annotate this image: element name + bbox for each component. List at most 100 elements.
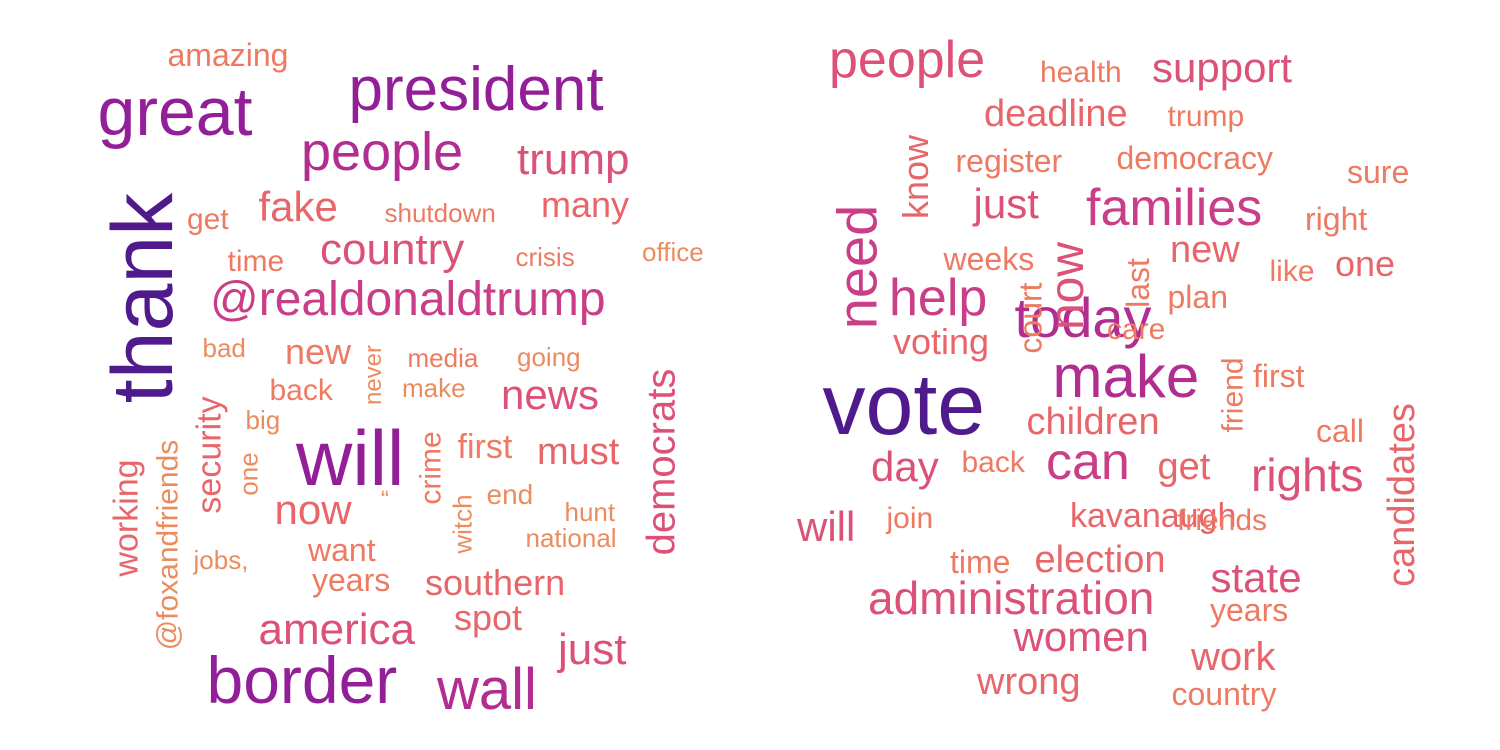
- word-left-want: want: [308, 532, 376, 568]
- word-right-help: help: [889, 269, 988, 327]
- word-right-candidates: candidates: [1380, 403, 1423, 587]
- word-left-country: country: [320, 225, 465, 274]
- word-right-now: now: [1041, 241, 1095, 331]
- word-right-register: register: [955, 143, 1063, 179]
- word-left-national: national: [525, 523, 617, 553]
- word-right-new: new: [1170, 229, 1240, 271]
- word-left-end: end: [486, 479, 534, 510]
- word-left-now: now: [274, 486, 352, 533]
- word-left-never: never: [360, 344, 388, 406]
- word-left-years: years: [312, 562, 391, 598]
- word-right-rights: rights: [1251, 449, 1364, 501]
- word-left-working: working: [107, 459, 146, 577]
- word-right-work: work: [1191, 635, 1276, 679]
- word-right-state: state: [1210, 554, 1302, 601]
- word-right-weeks: weeks: [943, 241, 1035, 277]
- word-right-just: just: [973, 180, 1039, 227]
- word-right-years: years: [1210, 592, 1289, 628]
- word-right-first: first: [1253, 358, 1305, 394]
- word-right-like: like: [1269, 255, 1315, 288]
- word-left-one: one: [233, 452, 264, 496]
- word-left-southern: southern: [425, 562, 566, 603]
- word-left-quote: “: [381, 486, 389, 513]
- word-right-make: make: [1052, 343, 1200, 410]
- word-left-back: back: [269, 374, 333, 407]
- word-right-trump: trump: [1167, 100, 1245, 133]
- word-left-trump: trump: [517, 135, 630, 184]
- word-left-security: security: [190, 396, 229, 514]
- word-left-wall: wall: [437, 657, 537, 722]
- word-right-time: time: [950, 544, 1011, 580]
- word-right-friends: friends: [1177, 504, 1268, 537]
- word-left-many: many: [541, 184, 630, 225]
- word-left-witch: witch: [447, 494, 478, 554]
- word-right-support: support: [1152, 44, 1293, 91]
- word-right-need: need: [824, 204, 888, 330]
- word-right-know: know: [895, 134, 937, 220]
- word-right-democracy: democracy: [1116, 140, 1274, 176]
- word-left-hunt: hunt: [564, 497, 616, 527]
- word-left-new: new: [285, 331, 352, 372]
- word-left-crisis: crisis: [515, 242, 575, 272]
- word-right-deadline: deadline: [984, 93, 1128, 135]
- word-left-time: time: [227, 245, 285, 278]
- word-left-president: president: [348, 55, 604, 124]
- word-right-back: back: [961, 446, 1025, 479]
- word-right-women: women: [1013, 613, 1149, 660]
- word-right-today: today: [1014, 286, 1152, 349]
- word-right-election: election: [1034, 539, 1166, 581]
- word-right-health: health: [1040, 56, 1122, 89]
- word-right-join: join: [886, 502, 934, 535]
- word-right-families: families: [1086, 179, 1263, 237]
- word-left-first: first: [457, 428, 513, 466]
- word-right-one: one: [1335, 243, 1396, 284]
- word-right-can: can: [1046, 433, 1130, 491]
- word-left-great: great: [97, 74, 253, 150]
- word-left-big: big: [245, 405, 281, 435]
- word-right-friend: friend: [1216, 357, 1250, 433]
- word-left-make: make: [402, 373, 466, 403]
- word-right-plan: plan: [1167, 279, 1229, 315]
- word-left-spot: spot: [454, 597, 523, 638]
- word-left-going: going: [517, 342, 581, 372]
- word-left-bad: bad: [202, 333, 246, 363]
- word-right-kavanaugh: kavanaugh: [1070, 497, 1237, 535]
- word-left-just: just: [558, 625, 627, 674]
- word-left-amazing: amazing: [167, 37, 289, 73]
- word-left-foxandfriends: @foxandfriends: [150, 439, 184, 651]
- word-left-must: must: [537, 431, 620, 473]
- word-right-care: care: [1107, 313, 1166, 346]
- word-left-fake: fake: [258, 183, 338, 230]
- word-right-wrong: wrong: [977, 661, 1081, 703]
- word-left-realdonaldtrump: @realdonaldtrump: [210, 273, 606, 326]
- word-right-voting: voting: [893, 321, 990, 362]
- word-left-media: media: [407, 343, 479, 373]
- word-left-america: america: [258, 605, 416, 654]
- word-right-last: last: [1119, 258, 1156, 308]
- word-cloud-left: thank great will president border people wall @…: [95, 37, 704, 722]
- word-right-vote: vote: [822, 357, 986, 453]
- word-right-administration: administration: [868, 572, 1155, 624]
- word-right-people: people: [829, 31, 986, 89]
- word-left-border: border: [206, 643, 398, 717]
- word-right-right: right: [1305, 201, 1368, 237]
- word-left-get: get: [187, 203, 229, 236]
- word-right-call: call: [1316, 413, 1365, 449]
- word-right-day: day: [871, 443, 939, 490]
- word-right-sure: sure: [1347, 154, 1410, 190]
- word-right-will: will: [797, 503, 856, 550]
- word-left-people: people: [301, 122, 464, 182]
- word-left-office: office: [642, 237, 704, 267]
- word-right-get: get: [1157, 446, 1211, 488]
- word-right-children: children: [1026, 401, 1160, 443]
- word-right-country: country: [1171, 676, 1277, 712]
- word-right-court: court: [1012, 282, 1049, 354]
- word-left-will: will: [296, 414, 405, 502]
- word-left-crime: crime: [414, 431, 448, 505]
- word-cloud-right: vote make today need can help families people no…: [750, 0, 1500, 750]
- word-left-news: news: [501, 371, 600, 418]
- word-left-jobs: jobs,: [193, 545, 249, 575]
- word-left-democrats: democrats: [638, 368, 683, 556]
- word-left-thank: thank: [95, 192, 192, 404]
